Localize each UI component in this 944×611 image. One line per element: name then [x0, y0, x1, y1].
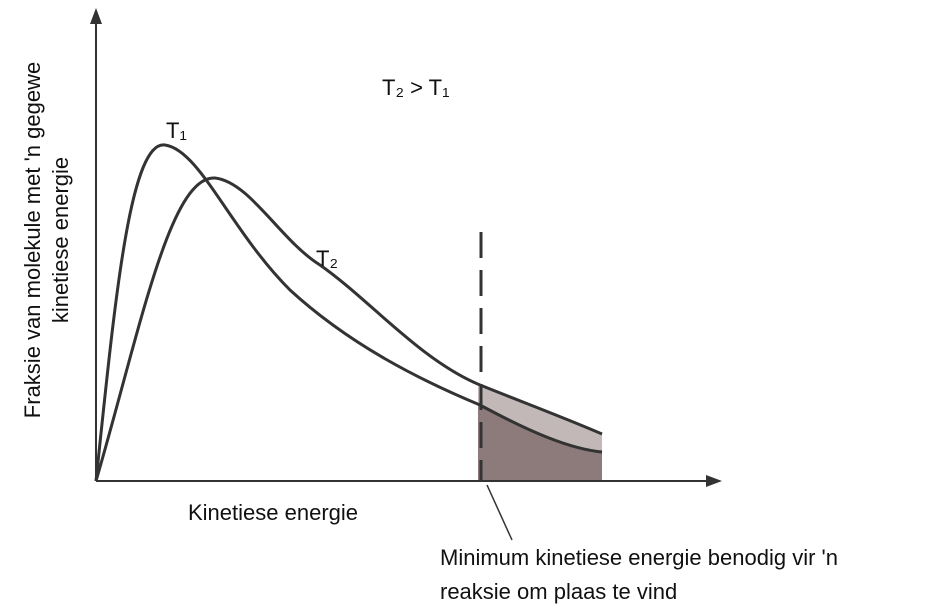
annotation: reaksie om plaas te vind — [440, 579, 677, 604]
curve-t2 — [94, 176, 603, 482]
comparison-label: T₂ > T₁ — [382, 75, 450, 100]
x-axis-arrow — [706, 475, 722, 487]
curve-t1 — [94, 143, 603, 482]
annotation-pointer — [486, 484, 513, 541]
y-axis-label: Fraksie van molekule met 'n gegewe — [20, 62, 45, 418]
annotation: Minimum kinetiese energie benodig vir 'n — [440, 545, 838, 570]
shaded-low-area — [478, 404, 602, 481]
curve-label: T₂ — [316, 246, 338, 271]
curve-label: T₁ — [166, 118, 187, 143]
y-axis-label: kinetiese energie — [48, 157, 73, 323]
x-axis-label: Kinetiese energie — [188, 500, 358, 525]
shaded-high-area — [478, 386, 602, 452]
y-axis-arrow — [90, 8, 102, 24]
